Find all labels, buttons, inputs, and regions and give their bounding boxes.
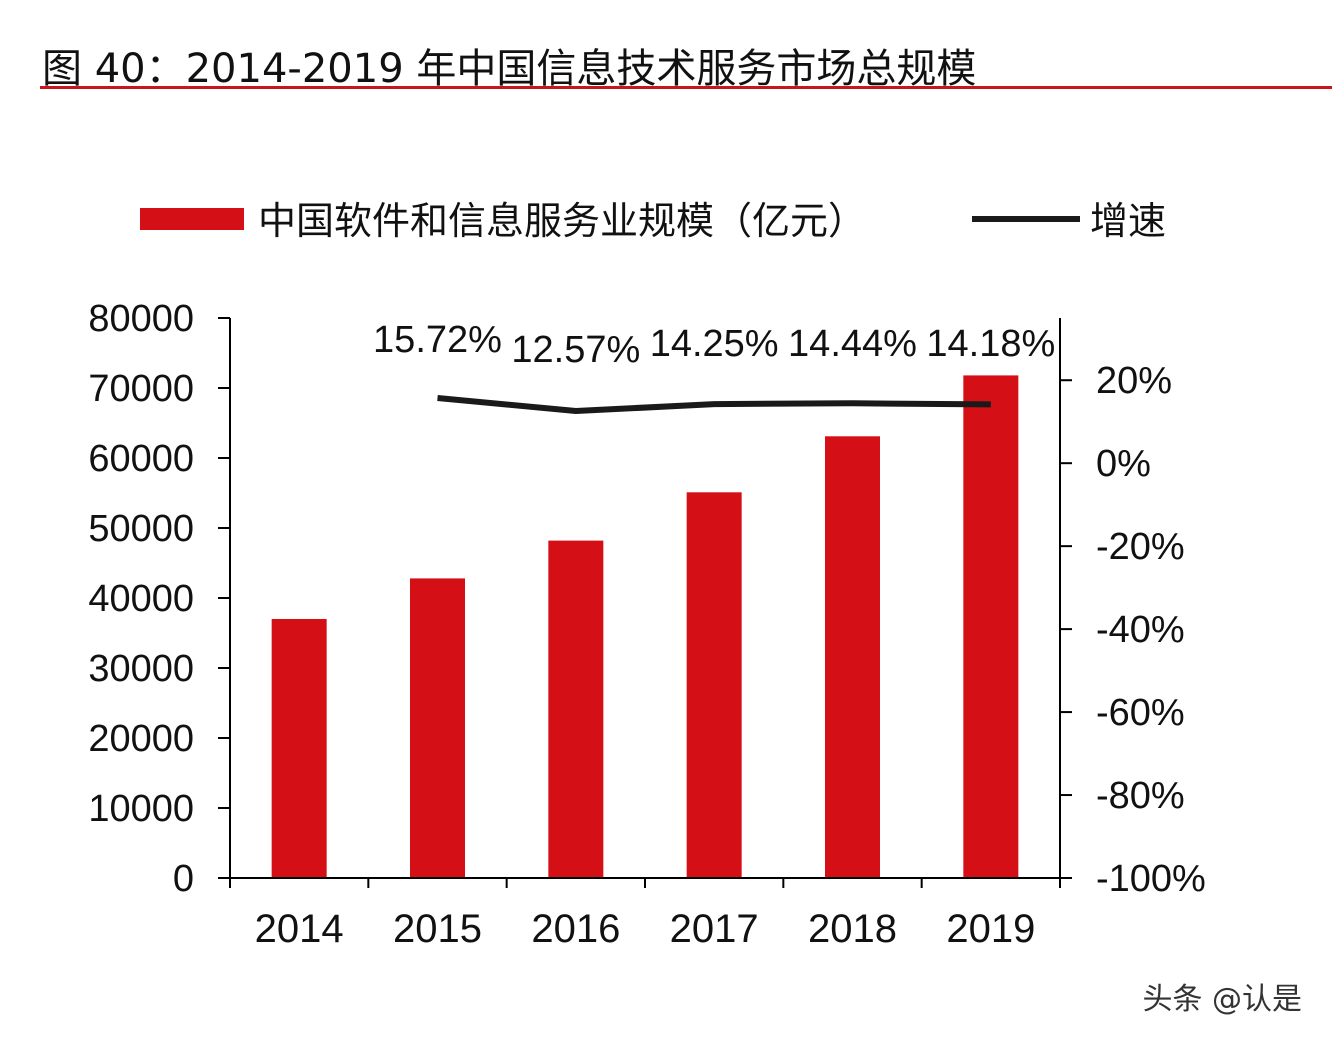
figure-title: 图 40：2014-2019 年中国信息技术服务市场总规模 bbox=[42, 46, 977, 92]
bar-2017 bbox=[686, 492, 742, 878]
growth-data-label-2015: 15.72% bbox=[373, 319, 502, 361]
y-left-tick-label: 70000 bbox=[88, 368, 194, 410]
y-left-tick-label: 30000 bbox=[88, 648, 194, 690]
y-right-tick-label: -80% bbox=[1096, 775, 1185, 817]
y-left-tick-label: 80000 bbox=[88, 298, 194, 340]
x-tick-label-2017: 2017 bbox=[670, 907, 759, 951]
growth-data-label-2016: 12.57% bbox=[511, 329, 640, 371]
bar-2018 bbox=[825, 436, 880, 878]
bar-2019 bbox=[963, 375, 1019, 878]
y-right-tick-label: 0% bbox=[1096, 443, 1151, 485]
watermark: 头条 @认是 bbox=[1142, 982, 1302, 1017]
x-tick-label-2018: 2018 bbox=[808, 907, 897, 951]
bar-2016 bbox=[548, 540, 604, 878]
y-left-tick-label: 0 bbox=[173, 858, 194, 900]
y-right-tick-label: -60% bbox=[1096, 692, 1185, 734]
bar-2015 bbox=[410, 578, 465, 878]
x-tick-label-2014: 2014 bbox=[255, 907, 344, 951]
legend-bar-label: 中国软件和信息服务业规模（亿元） bbox=[258, 201, 866, 243]
y-left-tick-label: 50000 bbox=[88, 508, 194, 550]
y-left-tick-label: 20000 bbox=[88, 718, 194, 760]
axes-group: 0 10000 20000 30000 40000 50000 60000 70000 8000… bbox=[88, 298, 1206, 951]
growth-data-label-2017: 14.25% bbox=[650, 323, 779, 365]
y-right-tick-label: -100% bbox=[1096, 858, 1206, 900]
growth-line bbox=[437, 394, 991, 415]
y-right-tick-label: -40% bbox=[1096, 609, 1185, 651]
x-tick-label-2019: 2019 bbox=[946, 907, 1035, 951]
legend: 中国软件和信息服务业规模（亿元） 增速 bbox=[140, 201, 1166, 243]
x-tick-label-2015: 2015 bbox=[393, 907, 482, 951]
growth-data-label-2019: 14.18% bbox=[926, 323, 1055, 365]
y-left-tick-label: 60000 bbox=[88, 438, 194, 480]
legend-bar-swatch bbox=[140, 208, 244, 230]
y-right-tick-label: 20% bbox=[1096, 360, 1172, 402]
bar-2014 bbox=[271, 619, 327, 878]
growth-data-label-2018: 14.44% bbox=[788, 323, 917, 365]
growth-line-group: 15.72% 12.57% 14.25% 14.44% 14.18% bbox=[373, 319, 1055, 415]
y-left-tick-label: 10000 bbox=[88, 788, 194, 830]
y-left-tick-label: 40000 bbox=[88, 578, 194, 620]
x-tick-label-2016: 2016 bbox=[531, 907, 620, 951]
legend-line-label: 增速 bbox=[1090, 201, 1166, 243]
bars-group bbox=[271, 375, 1019, 878]
title-rule bbox=[40, 86, 1332, 89]
y-right-tick-label: -20% bbox=[1096, 526, 1185, 568]
